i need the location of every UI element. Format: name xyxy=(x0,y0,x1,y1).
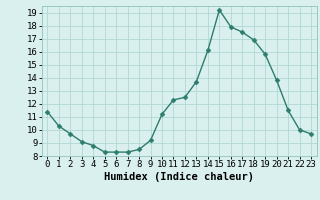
X-axis label: Humidex (Indice chaleur): Humidex (Indice chaleur) xyxy=(104,172,254,182)
